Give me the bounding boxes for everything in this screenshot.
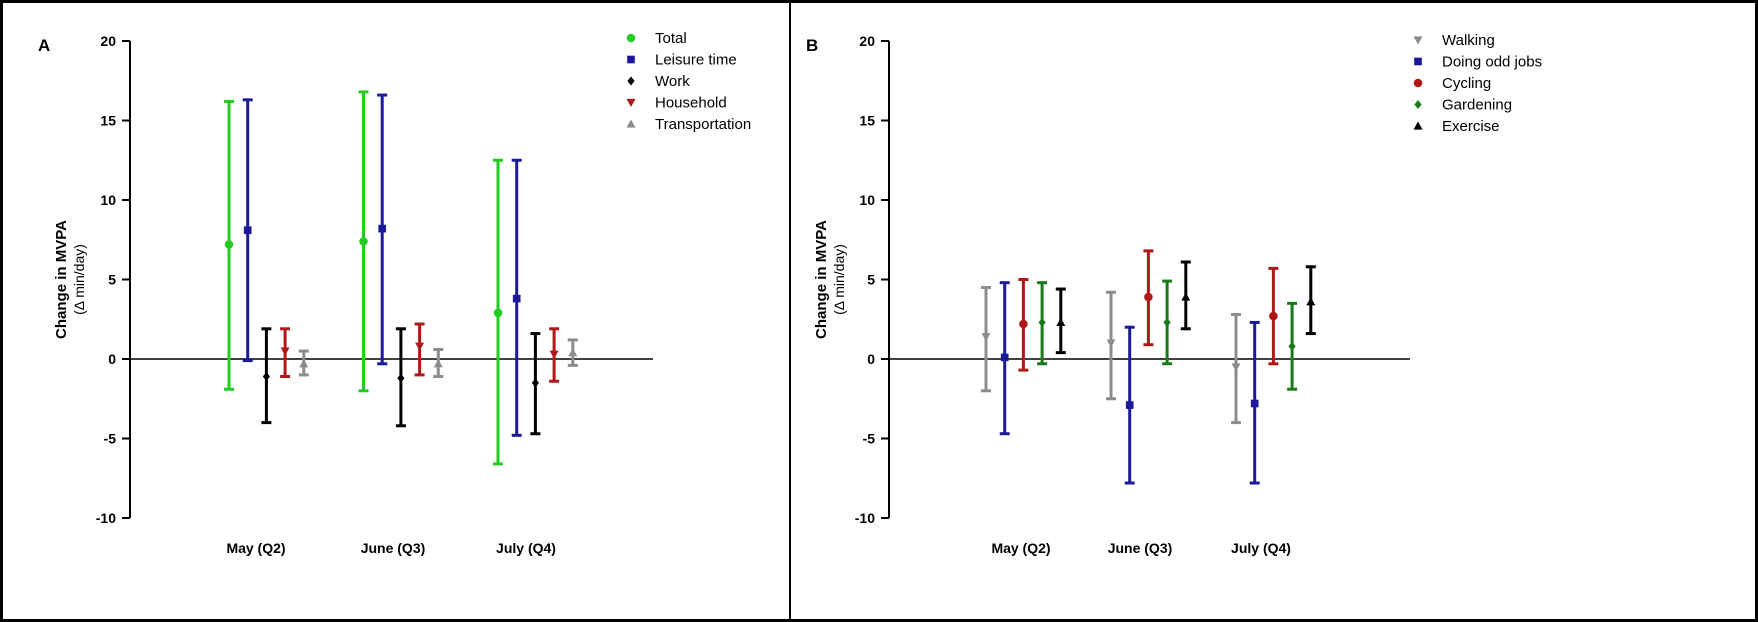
- legend-label: Household: [655, 95, 727, 112]
- series-exercise: [1055, 260, 1316, 355]
- series-walking: [981, 285, 1241, 425]
- x-category-label: July (Q4): [1231, 540, 1291, 556]
- y-tick-label: 10: [100, 192, 116, 208]
- y-tick-label: -5: [863, 431, 876, 447]
- data-point: [1106, 339, 1116, 348]
- data-point: [1000, 353, 1009, 362]
- data-point: [1163, 317, 1171, 327]
- data-point: [549, 350, 559, 359]
- data-point: [512, 294, 521, 303]
- y-tick-label: -5: [104, 431, 117, 447]
- data-point: [1250, 399, 1259, 408]
- panel-label: A: [38, 36, 50, 55]
- x-category-label: July (Q4): [496, 540, 556, 556]
- data-point: [531, 378, 539, 388]
- series-cycling: [1018, 249, 1279, 372]
- legend-label: Work: [655, 73, 690, 90]
- series-household: [280, 322, 560, 383]
- y-tick-label: -10: [96, 510, 116, 526]
- data-point: [568, 348, 578, 357]
- legend-marker: [627, 55, 635, 64]
- data-point: [359, 237, 368, 246]
- data-point: [1181, 292, 1191, 301]
- y-tick-label: 5: [867, 272, 875, 288]
- legend-label: Walking: [1442, 32, 1495, 49]
- legend-marker: [627, 76, 635, 86]
- data-point: [299, 359, 309, 368]
- y-tick-label: 20: [859, 33, 875, 49]
- data-point: [1306, 297, 1316, 306]
- legend-marker: [1413, 78, 1423, 88]
- x-category-label: June (Q3): [1108, 540, 1173, 556]
- data-point: [1038, 317, 1046, 327]
- data-point: [433, 359, 443, 368]
- legend-label: Total: [655, 30, 687, 47]
- series-transportation: [298, 338, 578, 378]
- data-point: [1125, 401, 1134, 409]
- legend-label: Doing odd jobs: [1442, 54, 1542, 71]
- x-category-label: June (Q3): [361, 540, 426, 556]
- y-tick-label: 15: [859, 113, 875, 129]
- y-tick-label: 20: [100, 33, 116, 49]
- data-point: [262, 371, 270, 381]
- x-category-label: May (Q2): [226, 540, 285, 556]
- x-category-label: May (Q2): [991, 540, 1050, 556]
- data-point: [415, 342, 425, 351]
- series-total: [224, 90, 503, 466]
- legend-marker: [1413, 121, 1423, 130]
- legend-label: Exercise: [1442, 118, 1500, 135]
- data-point: [397, 373, 405, 383]
- legend-marker: [1413, 36, 1423, 45]
- data-point: [378, 224, 387, 233]
- panel-b: B 20 15 10 5 0 -5 -10 Change in MVPA(Δ min/day) M…: [806, 32, 1542, 556]
- legend: Walking Doing odd jobs Cycling Gardening Exe…: [1413, 32, 1542, 135]
- data-point: [493, 308, 503, 318]
- y-axis-label: Change in MVPA(Δ min/day): [813, 220, 847, 339]
- legend-marker: [626, 119, 636, 128]
- series-work: [261, 327, 541, 436]
- data-point: [224, 240, 234, 249]
- legend-label: Cycling: [1442, 75, 1491, 92]
- legend-marker: [1414, 100, 1422, 109]
- panel-label: B: [806, 36, 818, 55]
- legend-label: Gardening: [1442, 97, 1512, 114]
- series-gardening: [1037, 279, 1298, 391]
- data-point: [1144, 292, 1153, 302]
- legend-marker: [626, 98, 636, 107]
- data-point: [981, 333, 991, 342]
- data-point: [1231, 363, 1241, 372]
- data-point: [243, 226, 252, 235]
- legend: Total Leisure time Work Household Transporta…: [626, 30, 751, 133]
- y-tick-label: -10: [855, 510, 875, 526]
- y-tick-label: 0: [867, 351, 875, 367]
- data-point: [1288, 341, 1296, 351]
- data-point: [1056, 317, 1066, 327]
- legend-label: Leisure time: [655, 52, 737, 69]
- data-point: [280, 347, 290, 356]
- legend-label: Transportation: [655, 116, 751, 133]
- series-doing-odd-jobs: [999, 281, 1260, 485]
- y-axis-label: Change in MVPA(Δ min/day): [53, 220, 87, 339]
- y-tick-label: 15: [100, 113, 116, 129]
- y-tick-label: 5: [108, 272, 116, 288]
- legend-marker: [626, 33, 636, 43]
- y-tick-label: 0: [108, 351, 116, 367]
- legend-marker: [1414, 57, 1422, 66]
- data-point: [1269, 311, 1278, 321]
- y-tick-label: 10: [859, 192, 875, 208]
- panel-a: A 20 15 10 5 0 -5 -10 Change in MVPA(Δ min/day) M…: [38, 30, 751, 556]
- series-leisure-time: [242, 93, 522, 437]
- data-point: [1019, 319, 1028, 329]
